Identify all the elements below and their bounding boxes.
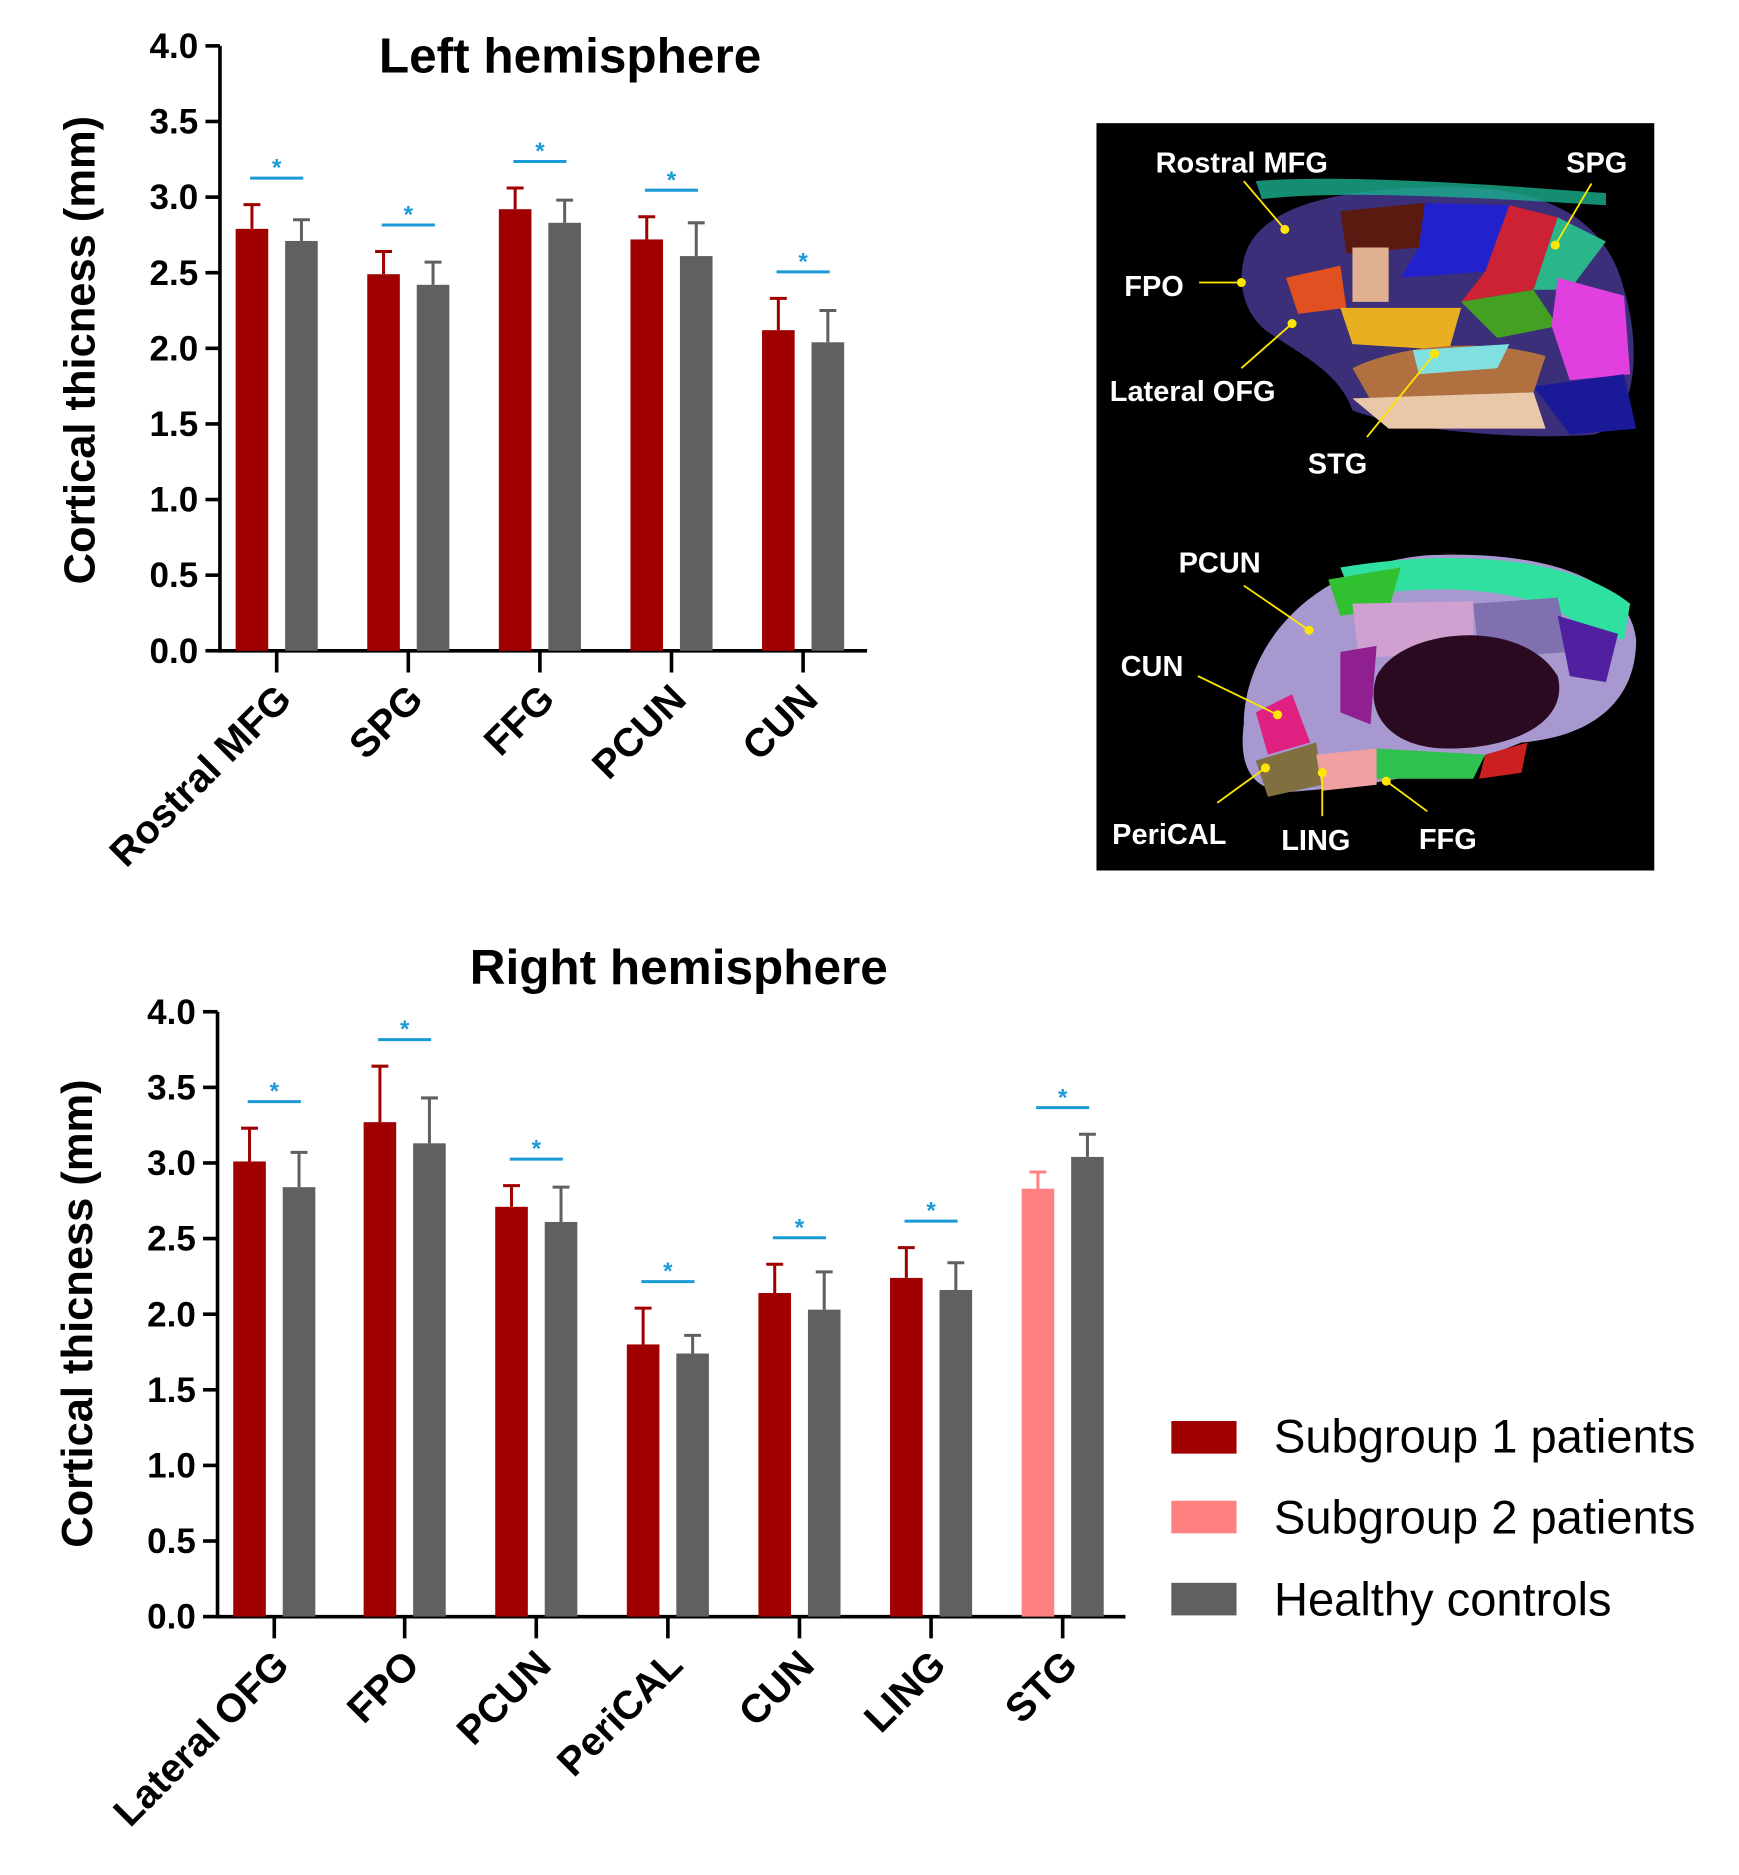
y-tick-label: 0.5 xyxy=(150,556,199,595)
bar-controls xyxy=(811,342,845,651)
y-tick-label: 0.0 xyxy=(147,1598,196,1637)
y-tick-label: 0.0 xyxy=(150,632,199,671)
chart-title: Right hemisphere xyxy=(470,940,888,995)
y-axis-label: Cortical thicness (mm) xyxy=(54,1079,102,1547)
x-tick-label: PCUN xyxy=(449,1643,560,1754)
significance-star: * xyxy=(667,167,677,194)
legend-swatch-subgroup1 xyxy=(1171,1421,1237,1454)
brain-label-cun: CUN xyxy=(1121,651,1184,683)
bar-controls xyxy=(285,240,318,651)
y-axis-label: Cortical thicness (mm) xyxy=(56,116,104,584)
significance-star: * xyxy=(926,1198,936,1225)
y-tick-label: 1.0 xyxy=(147,1446,196,1485)
x-tick-label: PeriCAL xyxy=(549,1643,691,1785)
bar-controls xyxy=(1071,1156,1104,1617)
bar-controls xyxy=(413,1143,446,1617)
bar-patients xyxy=(758,1293,792,1617)
x-tick-label: Lateral OFG xyxy=(105,1643,297,1835)
bar-patients xyxy=(367,274,400,651)
bar-controls xyxy=(544,1221,578,1617)
legend: Subgroup 1 patients Subgroup 2 patients … xyxy=(1171,1409,1695,1625)
significance-star: * xyxy=(400,1016,410,1043)
brain-label-spg: SPG xyxy=(1566,148,1627,180)
bar-patients xyxy=(233,1161,266,1617)
brain-label-ling: LING xyxy=(1281,825,1350,857)
x-tick-label: FFG xyxy=(476,677,563,764)
y-tick-label: 2.5 xyxy=(150,254,199,293)
brain-surface-image: Rostral MFG SPG FPO Lateral OFG STG PCUN… xyxy=(1096,123,1655,871)
y-tick-label: 3.0 xyxy=(150,178,199,217)
y-tick-label: 2.5 xyxy=(147,1220,196,1259)
significance-star: * xyxy=(404,202,414,229)
significance-star: * xyxy=(535,138,545,165)
x-tick-label: Rostral MFG xyxy=(101,677,300,876)
x-tick-label: LING xyxy=(856,1643,954,1741)
y-tick-label: 1.0 xyxy=(150,481,199,520)
bar-patients xyxy=(495,1206,528,1617)
chart-title: Left hemisphere xyxy=(379,28,761,83)
right-hemisphere-chart: Right hemisphere Cortical thicness (mm) … xyxy=(54,940,1126,1835)
bar-patients xyxy=(626,1344,660,1617)
legend-label-controls: Healthy controls xyxy=(1274,1572,1612,1625)
left-hemisphere-chart: Left hemisphere Cortical thicness (mm) 0… xyxy=(56,27,868,876)
bar-patients xyxy=(1021,1188,1055,1617)
bar-controls xyxy=(416,284,450,651)
significance-star: * xyxy=(270,1078,280,1105)
significance-star: * xyxy=(532,1136,542,1163)
medial-brain-view xyxy=(1242,554,1637,797)
brain-label-fpo: FPO xyxy=(1124,271,1184,303)
x-tick-label: PCUN xyxy=(584,677,695,788)
y-tick-label: 3.5 xyxy=(147,1068,196,1107)
y-tick-label: 2.0 xyxy=(147,1295,196,1334)
bar-controls xyxy=(282,1187,316,1617)
bar-controls xyxy=(548,222,581,651)
legend-swatch-subgroup2 xyxy=(1171,1500,1237,1534)
bar-patients xyxy=(762,330,795,651)
x-tick-label: CUN xyxy=(734,677,826,769)
bar-patients xyxy=(363,1122,397,1617)
brain-leader-lines xyxy=(1197,180,1593,817)
brain-label-rostral-mfg: Rostral MFG xyxy=(1156,148,1328,180)
y-tick-label: 2.0 xyxy=(150,329,199,368)
brain-label-ffg: FFG xyxy=(1419,824,1477,856)
brain-label-perical: PeriCAL xyxy=(1112,819,1226,851)
significance-star: * xyxy=(795,1214,805,1241)
legend-label-subgroup2: Subgroup 2 patients xyxy=(1274,1490,1695,1543)
bar-controls xyxy=(679,256,713,651)
bar-controls xyxy=(676,1353,709,1617)
y-tick-label: 1.5 xyxy=(147,1371,196,1410)
x-tick-label: SPG xyxy=(341,677,432,768)
legend-swatch-controls xyxy=(1171,1582,1237,1616)
significance-star: * xyxy=(1058,1084,1068,1111)
y-tick-label: 4.0 xyxy=(147,993,196,1032)
brain-label-stg: STG xyxy=(1308,448,1368,480)
bar-patients xyxy=(498,209,532,651)
bar-controls xyxy=(939,1289,973,1617)
y-tick-label: 1.5 xyxy=(150,405,199,444)
y-tick-label: 3.5 xyxy=(150,103,199,142)
significance-star: * xyxy=(663,1258,673,1285)
bar-patients xyxy=(630,239,664,651)
bar-controls xyxy=(807,1309,841,1617)
significance-star: * xyxy=(272,155,282,182)
legend-label-subgroup1: Subgroup 1 patients xyxy=(1274,1409,1695,1462)
y-tick-label: 0.5 xyxy=(147,1522,196,1561)
significance-star: * xyxy=(798,248,808,275)
x-tick-label: CUN xyxy=(731,1643,823,1735)
lateral-brain-view xyxy=(1241,178,1637,437)
bar-patients xyxy=(890,1277,923,1617)
brain-label-pcun: PCUN xyxy=(1179,547,1261,579)
y-tick-label: 4.0 xyxy=(150,27,199,66)
y-tick-label: 3.0 xyxy=(147,1144,196,1183)
x-tick-label: STG xyxy=(997,1643,1086,1732)
bar-patients xyxy=(235,228,269,651)
brain-label-lateral-ofg: Lateral OFG xyxy=(1110,376,1276,408)
x-tick-label: FPO xyxy=(339,1643,428,1732)
